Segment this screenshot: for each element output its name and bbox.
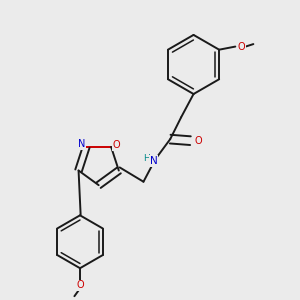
Text: O: O <box>238 42 245 52</box>
Text: O: O <box>112 140 120 150</box>
Text: N: N <box>149 156 157 166</box>
Text: H: H <box>143 154 150 163</box>
Text: O: O <box>76 280 84 290</box>
Text: O: O <box>195 136 202 146</box>
Text: N: N <box>78 140 85 149</box>
